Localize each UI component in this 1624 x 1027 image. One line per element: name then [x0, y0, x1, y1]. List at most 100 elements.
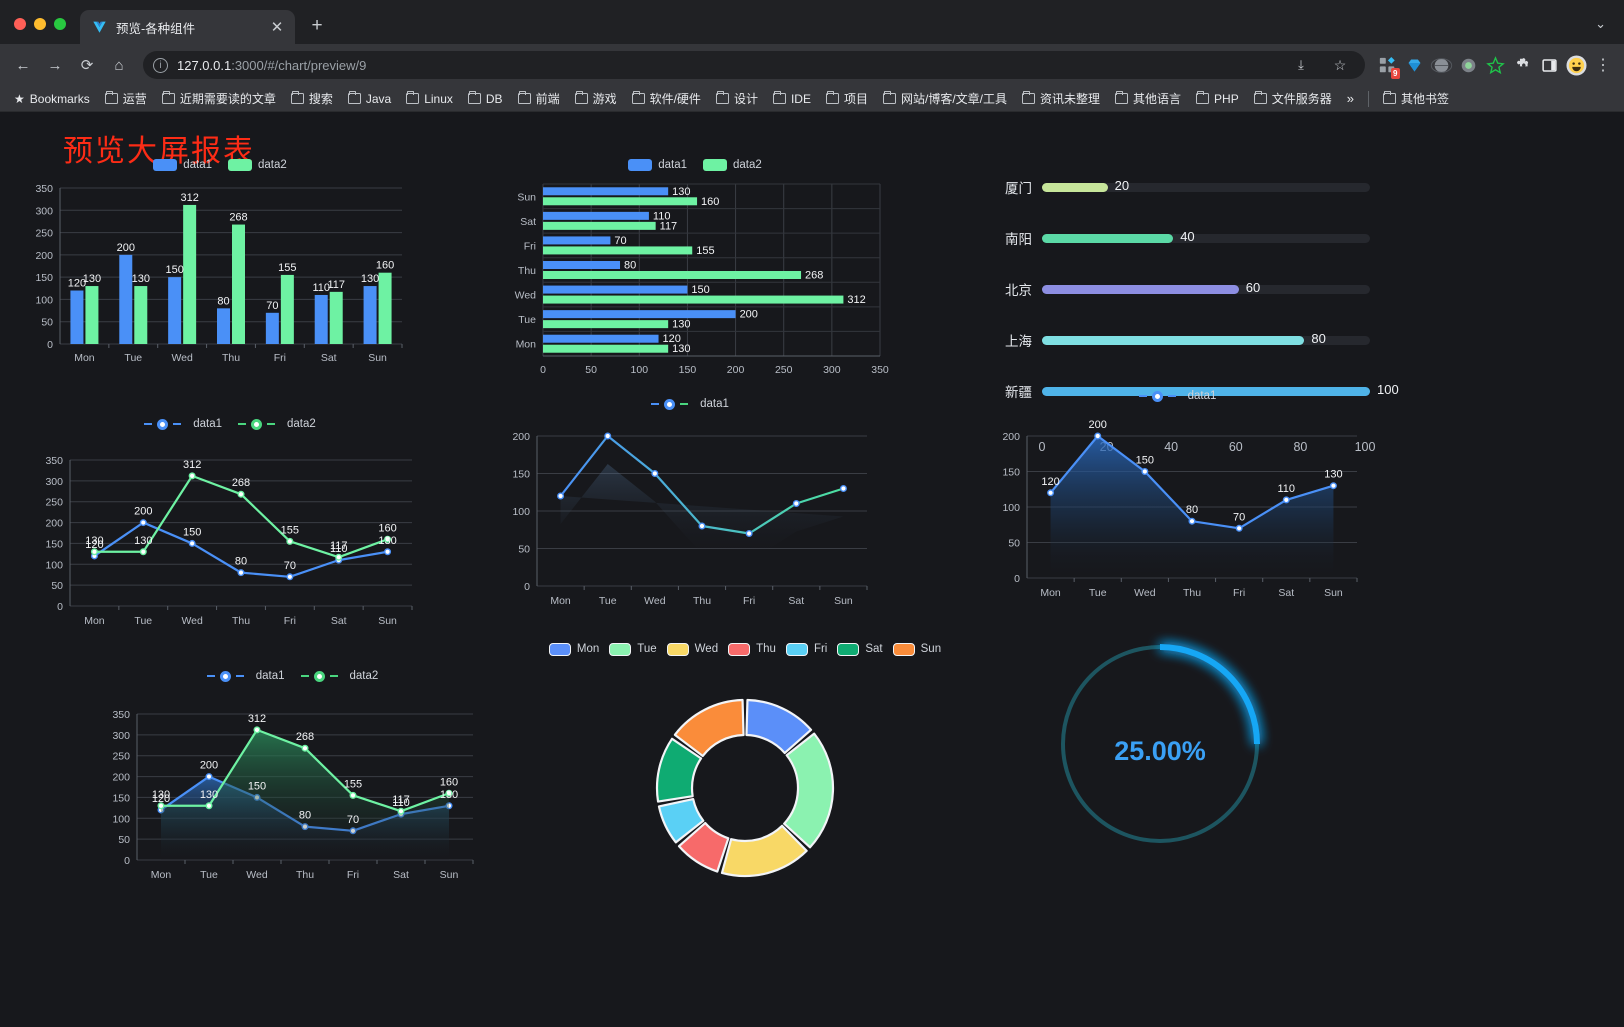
data-point[interactable] [384, 535, 392, 543]
bar[interactable] [543, 295, 844, 304]
extension-grid-icon[interactable]: 9 [1374, 52, 1400, 79]
progress-track[interactable]: 20 [1042, 178, 1370, 193]
pie-slice[interactable] [655, 737, 703, 803]
legend-item-sun[interactable]: Sun [892, 642, 941, 656]
legend-item-data1[interactable]: data1 [206, 670, 285, 682]
legend-item-mon[interactable]: Mon [548, 642, 599, 656]
progress-track[interactable]: 80 [1042, 331, 1370, 346]
chart-legend[interactable]: Mon Tue Wed Thu Fri Sat Sun [545, 637, 945, 661]
data-point[interactable] [237, 569, 245, 577]
bookmark-star-icon[interactable]: ☆ [1333, 56, 1347, 73]
bar[interactable] [543, 271, 802, 279]
bookmark-folder-3[interactable]: Java [342, 90, 397, 108]
pie-slice[interactable] [677, 821, 730, 873]
bookmarks-overflow-button[interactable]: » [1346, 91, 1354, 106]
chevron-down-icon[interactable]: ⌄ [1595, 16, 1606, 31]
bookmark-folder-1[interactable]: 近期需要读的文章 [156, 88, 282, 109]
bookmark-folder-12[interactable]: 网站/博客/文章/工具 [877, 88, 1013, 109]
bar[interactable] [85, 286, 99, 344]
new-tab-button[interactable]: + [311, 15, 323, 36]
bar[interactable] [543, 310, 736, 319]
back-button[interactable]: ← [15, 56, 31, 74]
forward-button[interactable]: → [47, 56, 63, 74]
bar[interactable] [378, 272, 392, 344]
legend-item-data2[interactable]: data2 [228, 159, 287, 171]
browser-tab[interactable]: 预览-各种组件 ✕ [80, 10, 295, 44]
legend-item-data2[interactable]: data2 [703, 159, 762, 171]
bar[interactable] [70, 290, 84, 344]
data-point[interactable] [397, 807, 405, 815]
circle-icon[interactable] [1455, 52, 1481, 78]
share-icon[interactable]: ⤓ [1298, 57, 1304, 72]
legend-item-data2[interactable]: data2 [300, 670, 378, 682]
bookmark-folder-5[interactable]: DB [462, 90, 509, 108]
bar[interactable] [543, 211, 649, 220]
bar[interactable] [329, 291, 343, 344]
data-point[interactable] [1141, 468, 1149, 476]
data-point[interactable] [445, 789, 453, 797]
data-point[interactable] [698, 522, 706, 530]
data-point[interactable] [90, 548, 98, 556]
progress-track[interactable]: 40 [1042, 229, 1370, 244]
data-point[interactable] [604, 432, 612, 440]
bar[interactable] [363, 286, 377, 344]
data-point[interactable] [1094, 432, 1102, 440]
bookmark-folder-11[interactable]: 项目 [820, 88, 874, 109]
bar[interactable] [265, 312, 279, 344]
data-point[interactable] [301, 744, 309, 752]
data-point[interactable] [1047, 489, 1055, 497]
pie-slice[interactable] [657, 797, 705, 844]
bookmark-folder-6[interactable]: 前端 [512, 88, 566, 109]
legend-item-thu[interactable]: Thu [728, 642, 776, 656]
chart-legend[interactable]: data1 data2 [20, 154, 420, 176]
data-point[interactable] [139, 519, 147, 527]
bookmark-folder-14[interactable]: 其他语言 [1109, 88, 1187, 109]
bar[interactable] [543, 320, 669, 329]
progress-track[interactable]: 60 [1042, 280, 1370, 295]
bar[interactable] [543, 344, 669, 353]
bookmark-bookmarks-root[interactable]: ★ Bookmarks [8, 90, 96, 108]
legend-item-data1[interactable]: data1 [153, 159, 212, 171]
bar[interactable] [543, 187, 669, 196]
profile-avatar[interactable] [1563, 52, 1589, 78]
site-info-icon[interactable]: i [153, 57, 168, 73]
bar[interactable] [543, 236, 611, 245]
puzzle-icon[interactable] [1509, 52, 1535, 78]
chart-legend[interactable]: data1 [985, 384, 1370, 408]
data-point[interactable] [745, 529, 753, 537]
home-button[interactable]: ⌂ [114, 56, 124, 74]
pie-slice[interactable] [673, 698, 745, 758]
legend-item-data1[interactable]: data1 [144, 418, 222, 430]
address-bar[interactable]: i 127.0.0.1:3000/#/chart/preview/9 ⤓ ☆ [143, 51, 1365, 79]
bar[interactable] [168, 277, 182, 344]
window-controls[interactable] [0, 18, 80, 44]
maximize-window-button[interactable] [54, 18, 66, 30]
chart-legend[interactable]: data1 data2 [495, 154, 895, 176]
bar[interactable] [134, 286, 148, 344]
data-point[interactable] [253, 726, 261, 734]
pie-slice[interactable] [720, 824, 808, 878]
data-point[interactable] [205, 773, 213, 781]
data-point[interactable] [1188, 517, 1196, 525]
data-point[interactable] [335, 553, 343, 561]
star-outline-icon[interactable] [1482, 52, 1508, 78]
minimize-window-button[interactable] [34, 18, 46, 30]
bar[interactable] [183, 204, 197, 344]
legend-item-data2[interactable]: data2 [238, 418, 316, 430]
legend-item-sat[interactable]: Sat [837, 642, 883, 656]
data-point[interactable] [839, 484, 847, 492]
bar[interactable] [232, 224, 245, 344]
chart-legend[interactable]: data1 [495, 392, 885, 416]
data-point[interactable] [157, 802, 165, 810]
data-point[interactable] [286, 537, 294, 545]
bar[interactable] [280, 274, 294, 344]
data-point[interactable] [188, 539, 196, 547]
data-point[interactable] [792, 499, 800, 507]
reload-button[interactable]: ⟳ [80, 57, 94, 74]
data-point[interactable] [1235, 524, 1243, 532]
data-point[interactable] [557, 492, 565, 500]
legend-item-tue[interactable]: Tue [609, 642, 657, 656]
legend-item-data1[interactable]: data1 [651, 398, 729, 410]
data-point[interactable] [237, 490, 245, 498]
chart-legend[interactable]: data1 data2 [95, 664, 490, 688]
